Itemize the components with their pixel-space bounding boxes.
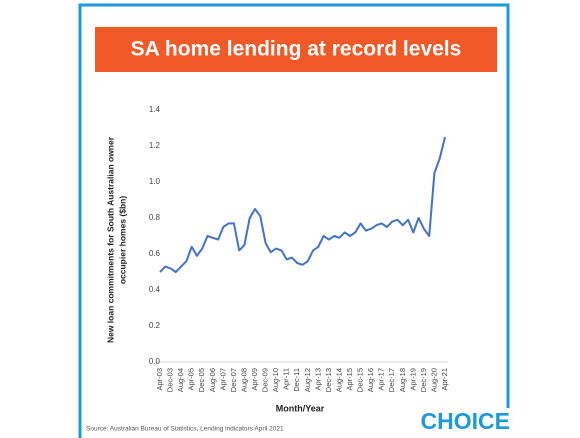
y-tick-label: 0.6 xyxy=(149,249,161,258)
x-tick-label: Apr-13 xyxy=(313,368,322,391)
x-tick-label: Aug-08 xyxy=(239,368,248,392)
data-line xyxy=(159,136,446,273)
y-axis-label: occupier homes ($bn) xyxy=(117,196,127,284)
x-tick-label: Aug-04 xyxy=(176,368,185,392)
source-note: Source: Australian Bureau of Statistics,… xyxy=(86,426,284,433)
x-tick-label: Dec-13 xyxy=(324,368,333,392)
y-tick-label: 0.0 xyxy=(149,357,161,366)
x-tick-label: Dec-07 xyxy=(229,368,238,392)
x-tick-label: Aug-18 xyxy=(398,368,407,392)
x-tick-label: Apr-19 xyxy=(408,368,417,391)
y-tick-label: 0.8 xyxy=(149,213,161,222)
x-tick-label: Apr-15 xyxy=(345,368,354,391)
x-axis-label: Month/Year xyxy=(276,403,325,413)
frame xyxy=(78,3,510,438)
title-box xyxy=(95,27,497,72)
x-tick-label: Dec-17 xyxy=(387,368,396,392)
x-tick-label: Dec-09 xyxy=(261,368,270,392)
y-tick-label: 0.4 xyxy=(149,285,161,294)
brand-logo: CHOICE xyxy=(421,408,510,434)
x-tick-label: Dec-11 xyxy=(292,368,301,392)
y-axis-label: New loan commitments for South Australia… xyxy=(105,136,115,343)
x-tick-label: Aug-16 xyxy=(366,368,375,392)
y-tick-label: 1.0 xyxy=(149,177,161,186)
x-tick-label: Apr-03 xyxy=(155,368,164,391)
x-tick-label: Apr-11 xyxy=(282,368,291,390)
y-tick-label: 1.4 xyxy=(149,105,161,114)
x-tick-label: Apr-17 xyxy=(377,368,386,391)
x-tick-label: Aug-10 xyxy=(271,368,280,392)
x-tick-label: Apr-09 xyxy=(250,368,259,391)
y-tick-label: 1.2 xyxy=(149,141,161,150)
x-tick-label: Dec-19 xyxy=(419,368,428,392)
x-tick-label: Aug-06 xyxy=(208,368,217,392)
x-tick-label: Apr-07 xyxy=(218,368,227,391)
x-tick-label: Dec-03 xyxy=(166,368,175,392)
x-tick-label: Aug-20 xyxy=(429,368,438,392)
x-tick-label: Aug-14 xyxy=(334,368,343,392)
y-tick-label: 0.2 xyxy=(149,321,161,330)
x-tick-label: Aug-12 xyxy=(303,368,312,392)
x-tick-label: Apr-05 xyxy=(187,368,196,391)
x-tick-label: Dec-05 xyxy=(197,368,206,392)
x-tick-label: Apr-21 xyxy=(440,368,449,391)
x-tick-label: Dec-15 xyxy=(356,368,365,392)
chart-title: SA home lending at record levels xyxy=(131,38,462,61)
